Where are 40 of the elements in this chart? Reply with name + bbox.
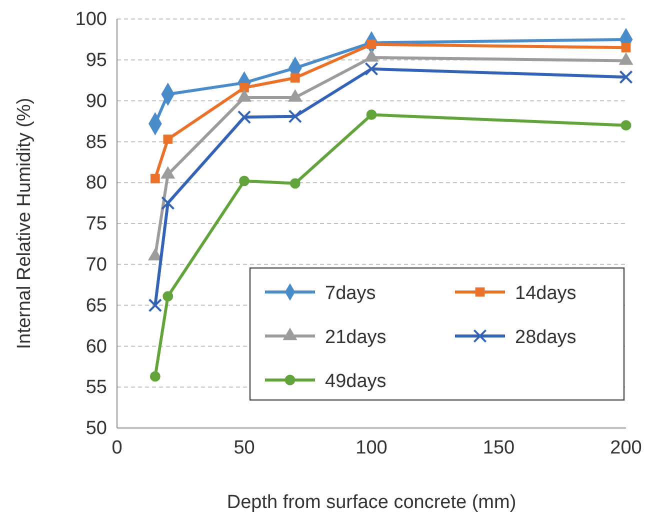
point [148, 298, 162, 312]
point [150, 174, 160, 184]
legend-label: 28days [515, 327, 576, 348]
y-tick-label: 70 [86, 254, 107, 276]
point [290, 73, 300, 83]
point [240, 83, 249, 92]
x-tick-label: 150 [482, 437, 515, 458]
point [162, 291, 174, 302]
legend-label: 14days [515, 283, 576, 304]
point [161, 196, 175, 210]
y-tick-label: 100 [75, 9, 107, 30]
y-tick-label: 80 [86, 172, 107, 194]
legend-label: 21days [325, 327, 386, 348]
x-tick-label: 200 [610, 437, 642, 458]
point [364, 62, 378, 76]
point [290, 178, 300, 189]
x-tick-label: 50 [234, 437, 255, 458]
x-tick-label: 0 [112, 437, 122, 458]
y-tick-label: 85 [86, 132, 107, 153]
point [239, 176, 250, 186]
x-axis-title: Depth from surface concrete (mm) [226, 492, 516, 513]
point [150, 371, 160, 382]
point [288, 110, 302, 124]
x-tick-label: 100 [356, 437, 388, 458]
point [163, 134, 173, 144]
y-tick-label: 90 [86, 90, 107, 112]
y-tick-label: 95 [86, 50, 107, 71]
legend-label: 7days [325, 283, 376, 304]
point [621, 42, 631, 52]
legend-label: 49days [325, 371, 386, 392]
y-axis-title: Internal Relative Humidity (%) [14, 98, 35, 350]
y-tick-label: 60 [86, 336, 107, 358]
point [620, 120, 632, 131]
y-tick-label: 75 [86, 214, 107, 235]
y-tick-label: 65 [86, 295, 107, 316]
point [619, 70, 633, 84]
y-tick-label: 50 [86, 418, 107, 440]
point [237, 110, 252, 124]
point [366, 109, 377, 120]
y-tick-label: 55 [86, 377, 107, 398]
